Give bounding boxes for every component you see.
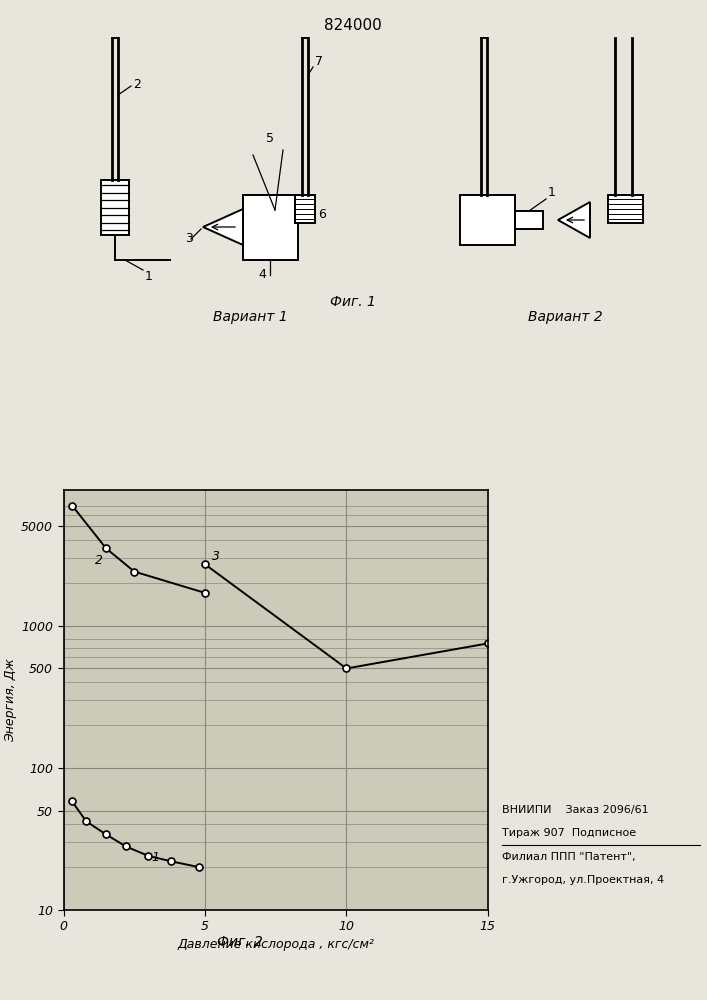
Text: 7: 7 xyxy=(315,55,323,68)
Text: 3: 3 xyxy=(212,550,220,563)
Polygon shape xyxy=(203,209,243,245)
Text: 1: 1 xyxy=(548,186,556,199)
X-axis label: Давление кислорода , кгс/см²: Давление кислорода , кгс/см² xyxy=(177,938,374,951)
Text: 2: 2 xyxy=(133,79,141,92)
Text: 1: 1 xyxy=(145,270,153,283)
Text: 1: 1 xyxy=(152,851,160,864)
Text: 2: 2 xyxy=(95,554,103,567)
Text: Вариант 1: Вариант 1 xyxy=(213,310,287,324)
Bar xyxy=(101,180,129,235)
Text: Фиг. 2: Фиг. 2 xyxy=(218,935,263,949)
Polygon shape xyxy=(558,202,590,238)
Text: Филиал ППП "Патент",: Филиал ППП "Патент", xyxy=(502,852,636,862)
Text: г.Ужгород, ул.Проектная, 4: г.Ужгород, ул.Проектная, 4 xyxy=(502,875,664,885)
Text: 824000: 824000 xyxy=(324,18,382,33)
Bar xyxy=(515,211,543,229)
Text: 6: 6 xyxy=(318,208,326,221)
Text: ВНИИПИ    Заказ 2096/61: ВНИИПИ Заказ 2096/61 xyxy=(502,805,648,815)
Text: Фиг. 1: Фиг. 1 xyxy=(330,295,376,309)
Text: Тираж 907  Подписное: Тираж 907 Подписное xyxy=(502,828,636,838)
Text: 5: 5 xyxy=(266,132,274,145)
Text: Вариант 2: Вариант 2 xyxy=(527,310,602,324)
Bar xyxy=(460,195,515,245)
Text: 4: 4 xyxy=(258,268,266,281)
Bar xyxy=(295,195,315,223)
Text: 3: 3 xyxy=(185,232,193,245)
Y-axis label: Энергия, Дж: Энергия, Дж xyxy=(4,658,17,742)
Bar xyxy=(243,195,298,260)
Bar xyxy=(608,195,643,223)
